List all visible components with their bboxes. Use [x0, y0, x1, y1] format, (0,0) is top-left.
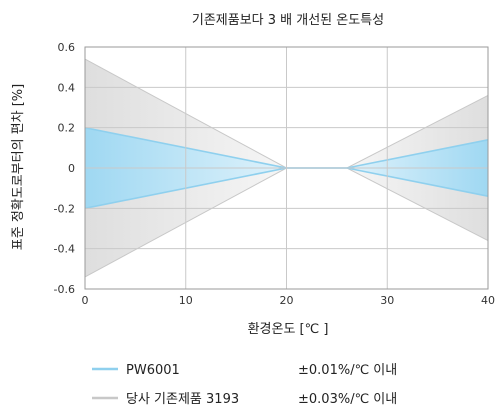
y-tick-label: 0.4	[58, 81, 76, 94]
legend-spec-pw6001: ±0.01%/℃ 이내	[298, 363, 397, 378]
axes: 0 10 20 30 40 0.6 0.4 0.2 0 -0.2 -0.4 -0.6	[54, 41, 495, 307]
x-axis-title: 환경온도 [℃ ]	[248, 322, 329, 337]
y-axis-title: 표준 정확도로부터의 편차 [%]	[11, 84, 26, 250]
chart-title: 기존제품보다 3 배 개선된 온도특성	[192, 13, 384, 28]
legend-label-pw6001: PW6001	[126, 363, 180, 378]
x-tick-label: 20	[280, 294, 294, 307]
y-tick-label: -0.6	[54, 283, 75, 296]
grid-lines	[85, 47, 488, 289]
x-tick-label: 0	[82, 294, 89, 307]
legend-spec-3193: ±0.03%/℃ 이내	[298, 392, 397, 407]
y-tick-label: -0.4	[54, 243, 75, 256]
y-tick-label: -0.2	[54, 202, 75, 215]
y-tick-label: 0.6	[58, 41, 76, 54]
x-tick-label: 10	[179, 294, 193, 307]
y-tick-label: 0	[68, 162, 75, 175]
y-tick-label: 0.2	[58, 122, 76, 135]
legend: PW6001 ±0.01%/℃ 이내 당사 기존제품 3193 ±0.03%/℃…	[92, 363, 397, 407]
plot-frame	[84, 46, 489, 290]
x-tick-label: 40	[481, 294, 495, 307]
x-tick-label: 30	[380, 294, 394, 307]
legend-label-3193: 당사 기존제품 3193	[126, 392, 239, 407]
